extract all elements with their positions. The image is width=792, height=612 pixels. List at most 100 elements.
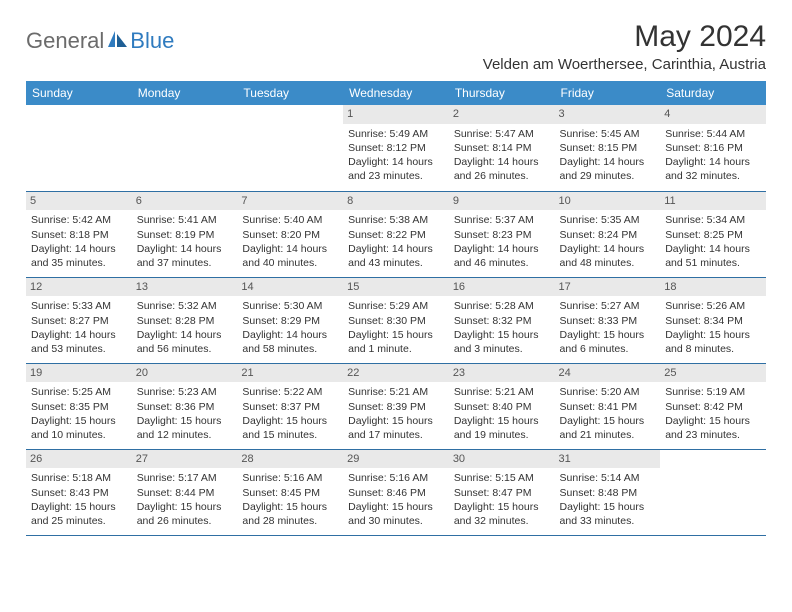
day-number: 30 xyxy=(449,450,555,469)
cell-info-line: Sunrise: 5:28 AM xyxy=(454,299,550,313)
cell-info-line: and 51 minutes. xyxy=(665,256,761,270)
cell-info-line: Sunset: 8:27 PM xyxy=(31,314,127,328)
cell-info-line: Daylight: 15 hours xyxy=(454,500,550,514)
cell-info-line: Daylight: 14 hours xyxy=(242,242,338,256)
calendar-cell: 23Sunrise: 5:21 AMSunset: 8:40 PMDayligh… xyxy=(449,363,555,449)
cell-info-line: Daylight: 15 hours xyxy=(665,328,761,342)
cell-info-line: Sunrise: 5:21 AM xyxy=(454,385,550,399)
sail-icon xyxy=(106,29,128,54)
calendar-cell: 28Sunrise: 5:16 AMSunset: 8:45 PMDayligh… xyxy=(237,449,343,535)
cell-info-line: Daylight: 14 hours xyxy=(665,242,761,256)
calendar-cell: 31Sunrise: 5:14 AMSunset: 8:48 PMDayligh… xyxy=(555,449,661,535)
logo-text-blue: Blue xyxy=(130,28,174,54)
calendar-page: General Blue May 2024 Velden am Woerther… xyxy=(0,0,792,556)
cell-info-line: Sunset: 8:29 PM xyxy=(242,314,338,328)
day-number: 14 xyxy=(237,278,343,297)
cell-info-line: and 1 minute. xyxy=(348,342,444,356)
cell-info-line: Sunset: 8:33 PM xyxy=(560,314,656,328)
calendar-cell: 8Sunrise: 5:38 AMSunset: 8:22 PMDaylight… xyxy=(343,191,449,277)
cell-info-line: Sunrise: 5:15 AM xyxy=(454,471,550,485)
calendar-cell: 12Sunrise: 5:33 AMSunset: 8:27 PMDayligh… xyxy=(26,277,132,363)
cell-info-line: Sunset: 8:32 PM xyxy=(454,314,550,328)
cell-info-line: Sunset: 8:24 PM xyxy=(560,228,656,242)
cell-info-line: Daylight: 15 hours xyxy=(31,500,127,514)
cell-info-line: and 48 minutes. xyxy=(560,256,656,270)
cell-info-line: and 40 minutes. xyxy=(242,256,338,270)
day-number: 18 xyxy=(660,278,766,297)
calendar-cell: 26Sunrise: 5:18 AMSunset: 8:43 PMDayligh… xyxy=(26,449,132,535)
cell-info-line: Sunrise: 5:40 AM xyxy=(242,213,338,227)
cell-info-line: Sunset: 8:45 PM xyxy=(242,486,338,500)
day-number: 1 xyxy=(343,105,449,124)
cell-info-line: and 25 minutes. xyxy=(31,514,127,528)
cell-info-line: Sunset: 8:43 PM xyxy=(31,486,127,500)
day-header-tuesday: Tuesday xyxy=(237,81,343,105)
cell-info-line: Sunset: 8:20 PM xyxy=(242,228,338,242)
cell-info-line: Daylight: 14 hours xyxy=(348,242,444,256)
cell-info-line: Daylight: 14 hours xyxy=(560,242,656,256)
cell-info-line: Sunrise: 5:30 AM xyxy=(242,299,338,313)
calendar-cell: . xyxy=(26,105,132,191)
cell-info-line: Sunrise: 5:18 AM xyxy=(31,471,127,485)
cell-info-line: Daylight: 15 hours xyxy=(454,328,550,342)
day-number: 7 xyxy=(237,192,343,211)
calendar-cell: 21Sunrise: 5:22 AMSunset: 8:37 PMDayligh… xyxy=(237,363,343,449)
day-number: 13 xyxy=(132,278,238,297)
cell-info-line: and 53 minutes. xyxy=(31,342,127,356)
cell-info-line: Sunrise: 5:22 AM xyxy=(242,385,338,399)
cell-info-line: Daylight: 14 hours xyxy=(454,155,550,169)
cell-info-line: Sunrise: 5:44 AM xyxy=(665,127,761,141)
cell-info-line: Sunset: 8:16 PM xyxy=(665,141,761,155)
day-number: 21 xyxy=(237,364,343,383)
cell-info-line: Sunset: 8:48 PM xyxy=(560,486,656,500)
cell-info-line: Sunset: 8:39 PM xyxy=(348,400,444,414)
cell-info-line: Daylight: 15 hours xyxy=(348,414,444,428)
calendar-cell: 27Sunrise: 5:17 AMSunset: 8:44 PMDayligh… xyxy=(132,449,238,535)
cell-info-line: Sunrise: 5:19 AM xyxy=(665,385,761,399)
cell-info-line: Sunrise: 5:35 AM xyxy=(560,213,656,227)
cell-info-line: Sunrise: 5:25 AM xyxy=(31,385,127,399)
cell-info-line: and 30 minutes. xyxy=(348,514,444,528)
cell-info-line: Sunrise: 5:14 AM xyxy=(560,471,656,485)
cell-info-line: Sunset: 8:40 PM xyxy=(454,400,550,414)
cell-info-line: Sunrise: 5:17 AM xyxy=(137,471,233,485)
cell-info-line: Sunrise: 5:23 AM xyxy=(137,385,233,399)
cell-info-line: Sunrise: 5:37 AM xyxy=(454,213,550,227)
cell-info-line: Daylight: 14 hours xyxy=(242,328,338,342)
cell-info-line: Daylight: 14 hours xyxy=(31,328,127,342)
cell-info-line: Sunrise: 5:49 AM xyxy=(348,127,444,141)
cell-info-line: Sunrise: 5:26 AM xyxy=(665,299,761,313)
day-number: 29 xyxy=(343,450,449,469)
calendar-week-row: 19Sunrise: 5:25 AMSunset: 8:35 PMDayligh… xyxy=(26,363,766,449)
cell-info-line: Sunrise: 5:21 AM xyxy=(348,385,444,399)
cell-info-line: and 26 minutes. xyxy=(454,169,550,183)
cell-info-line: Daylight: 15 hours xyxy=(31,414,127,428)
cell-info-line: Sunset: 8:18 PM xyxy=(31,228,127,242)
cell-info-line: Sunrise: 5:42 AM xyxy=(31,213,127,227)
cell-info-line: and 23 minutes. xyxy=(665,428,761,442)
day-number: 6 xyxy=(132,192,238,211)
calendar-cell: 6Sunrise: 5:41 AMSunset: 8:19 PMDaylight… xyxy=(132,191,238,277)
calendar-cell: . xyxy=(237,105,343,191)
calendar-cell: 11Sunrise: 5:34 AMSunset: 8:25 PMDayligh… xyxy=(660,191,766,277)
calendar-cell: 16Sunrise: 5:28 AMSunset: 8:32 PMDayligh… xyxy=(449,277,555,363)
calendar-cell: 4Sunrise: 5:44 AMSunset: 8:16 PMDaylight… xyxy=(660,105,766,191)
day-number: 9 xyxy=(449,192,555,211)
cell-info-line: Sunrise: 5:47 AM xyxy=(454,127,550,141)
cell-info-line: Sunset: 8:37 PM xyxy=(242,400,338,414)
cell-info-line: and 56 minutes. xyxy=(137,342,233,356)
cell-info-line: and 3 minutes. xyxy=(454,342,550,356)
calendar-cell: 2Sunrise: 5:47 AMSunset: 8:14 PMDaylight… xyxy=(449,105,555,191)
cell-info-line: Sunset: 8:14 PM xyxy=(454,141,550,155)
day-number: 3 xyxy=(555,105,661,124)
title-block: May 2024 Velden am Woerthersee, Carinthi… xyxy=(483,20,766,73)
cell-info-line: Daylight: 14 hours xyxy=(137,242,233,256)
day-number: 19 xyxy=(26,364,132,383)
calendar-week-row: 5Sunrise: 5:42 AMSunset: 8:18 PMDaylight… xyxy=(26,191,766,277)
calendar-cell: 30Sunrise: 5:15 AMSunset: 8:47 PMDayligh… xyxy=(449,449,555,535)
cell-info-line: and 28 minutes. xyxy=(242,514,338,528)
day-header-sunday: Sunday xyxy=(26,81,132,105)
cell-info-line: Sunset: 8:35 PM xyxy=(31,400,127,414)
month-title: May 2024 xyxy=(483,20,766,54)
cell-info-line: Sunset: 8:36 PM xyxy=(137,400,233,414)
